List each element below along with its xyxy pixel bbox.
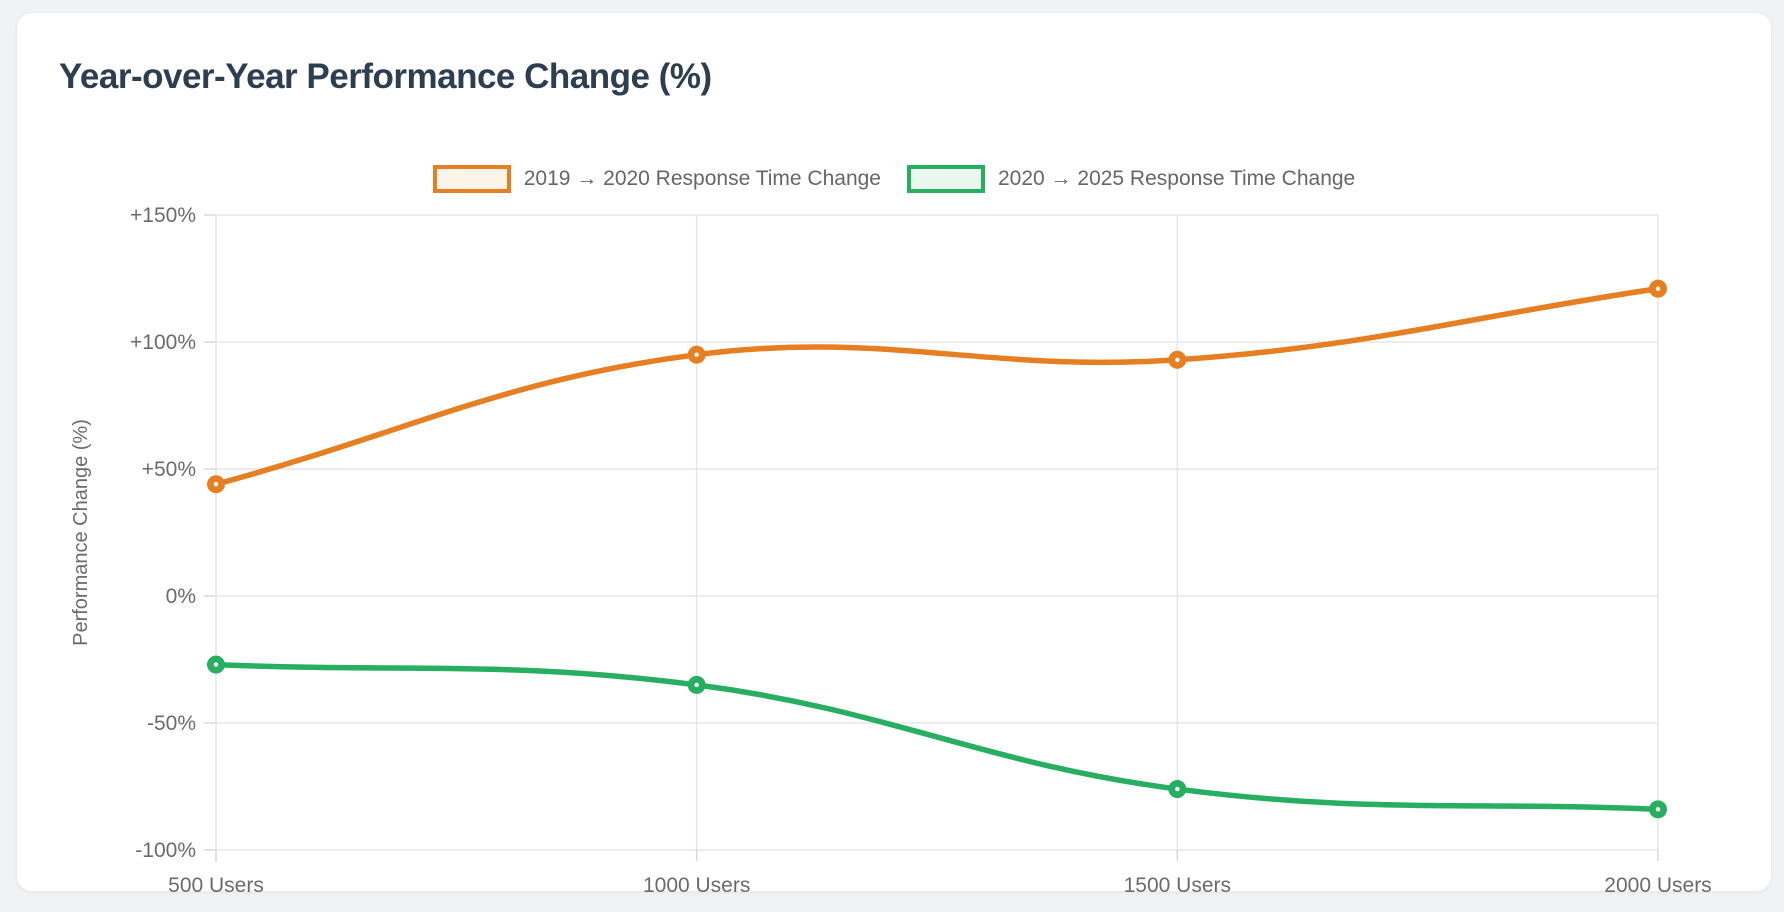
chart-legend: 2019 → 2020 Response Time Change 2020 → … — [17, 165, 1771, 193]
legend-item-2020-2025[interactable]: 2020 → 2025 Response Time Change — [907, 165, 1355, 193]
legend-swatch-orange — [432, 165, 511, 193]
plot-area: +150% +100% +50% 0% -50% -100% 500 Users 1000 U… — [17, 13, 1773, 897]
series-line-0 — [213, 285, 1661, 487]
chart-title: Year-over-Year Performance Change (%) — [59, 57, 712, 96]
series-line-1 — [213, 661, 1661, 813]
x-tick-label: 1500 Users — [1124, 874, 1231, 893]
data-point-core — [213, 662, 219, 667]
data-point-core — [1175, 357, 1180, 362]
data-point-core — [694, 352, 699, 357]
x-tick-label: 2000 Users — [1604, 874, 1711, 893]
legend-swatch-green — [907, 165, 985, 193]
data-point-core — [1655, 286, 1661, 291]
line-chart-canvas[interactable]: +150% +100% +50% 0% -50% -100% 500 Users 1000 U… — [17, 13, 1773, 897]
chart-card: Year-over-Year Performance Change (%) 20… — [16, 12, 1773, 897]
y-tick-label: -100% — [135, 839, 196, 862]
x-tick-label: 1000 Users — [643, 874, 750, 893]
data-point-core — [1655, 807, 1661, 812]
data-point-core — [213, 482, 219, 487]
y-tick-label: +150% — [130, 204, 196, 227]
x-tick-label: 500 Users — [168, 874, 264, 893]
data-point-core — [1175, 786, 1180, 792]
data-point-core — [694, 682, 699, 688]
legend-label-2020-2025: 2020 → 2025 Response Time Change — [998, 167, 1356, 190]
y-tick-label: 0% — [166, 585, 196, 608]
y-tick-label: -50% — [147, 712, 196, 735]
y-axis-title: Performance Change (%) — [70, 419, 92, 646]
legend-label-2019-2020: 2019 → 2020 Response Time Change — [523, 167, 881, 190]
legend-item-2019-2020[interactable]: 2019 → 2020 Response Time Change — [432, 165, 881, 193]
y-tick-label: +100% — [130, 331, 196, 354]
y-tick-label: +50% — [142, 458, 196, 481]
